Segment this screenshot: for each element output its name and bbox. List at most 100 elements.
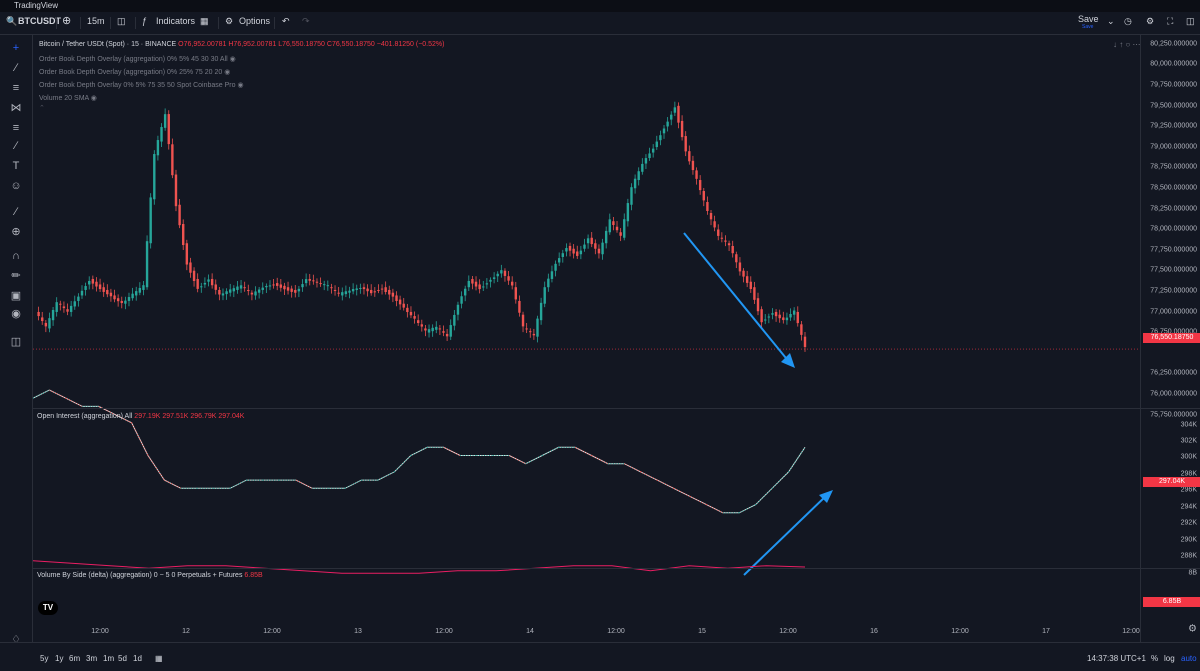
chevron-down-icon[interactable]: ⌄ <box>1107 16 1115 26</box>
candle-body <box>731 245 734 254</box>
candle-body <box>630 187 633 205</box>
log-toggle[interactable]: log <box>1164 654 1175 663</box>
candle-body <box>670 114 673 120</box>
chart-area[interactable] <box>32 35 1140 655</box>
candle-body <box>178 204 181 226</box>
pane-divider[interactable] <box>33 408 1200 409</box>
time-tick: 12 <box>182 628 190 635</box>
options-icon[interactable]: ⚙ <box>225 16 234 26</box>
indicator-legend-overlay3[interactable]: Order Book Depth Overlay 0% 5% 75 35 50 … <box>39 81 244 89</box>
indicator-legend-volume[interactable]: Volume 20 SMA ◉ <box>39 94 97 102</box>
settings-icon[interactable]: ⚙ <box>1146 16 1155 26</box>
goto-date-icon[interactable]: ▦ <box>155 654 163 663</box>
window-titlebar: TradingView <box>0 0 1200 12</box>
candle-body <box>330 287 333 289</box>
axis-settings-icon[interactable]: ⚙ <box>1188 623 1197 635</box>
interval-selector[interactable]: 15m <box>87 16 105 26</box>
clock[interactable]: 14:37:38 UTC+1 <box>1087 654 1146 663</box>
brush-icon[interactable]: ∕ <box>15 140 17 152</box>
price-axis[interactable]: 80,250.000000 80,000.000000 79,750.000000 7… <box>1140 35 1200 655</box>
chart-canvas[interactable] <box>32 35 1140 655</box>
range-1d[interactable]: 1d <box>133 654 142 663</box>
object-tree-icon[interactable]: ♢ <box>11 634 21 646</box>
candle-body <box>557 258 561 263</box>
fib-retracement-icon[interactable]: ≡ <box>12 82 20 94</box>
crosshair-icon[interactable]: + <box>12 42 20 54</box>
candle-body <box>586 238 590 244</box>
search-icon[interactable]: 🔍 <box>6 16 18 26</box>
candle-body <box>286 287 290 291</box>
eye-icon[interactable]: ◉ <box>11 308 21 320</box>
candle-body <box>597 248 601 254</box>
indicators-icon[interactable]: ƒ <box>142 16 148 26</box>
oi-segment <box>344 479 362 489</box>
fullscreen-icon[interactable]: ⛶ <box>1167 16 1174 26</box>
eye-icon[interactable]: ◉ <box>224 69 231 76</box>
candle-body <box>438 328 442 330</box>
oi-tick: 300K <box>1180 453 1197 461</box>
symbol-selector[interactable]: BTCUSDT <box>18 16 61 26</box>
oi-segment <box>689 495 707 506</box>
oi-segment <box>164 479 182 489</box>
snapshot-icon[interactable]: ◫ <box>1186 16 1195 26</box>
candle-body <box>738 262 742 272</box>
text-icon[interactable]: T <box>12 160 20 172</box>
candle-body <box>521 314 525 327</box>
range-3m[interactable]: 3m <box>86 654 98 663</box>
pane-divider[interactable] <box>33 568 1200 569</box>
range-5d[interactable]: 5d <box>118 654 127 663</box>
arrow-up <box>743 493 829 576</box>
emoji-icon[interactable]: ☺ <box>10 180 22 192</box>
candle-body <box>633 178 637 189</box>
zoom-in-icon[interactable]: ⊕ <box>11 226 21 238</box>
oi-segment <box>49 389 67 399</box>
trash-icon[interactable]: ◫ <box>10 336 22 348</box>
range-6m[interactable]: 6m <box>69 654 81 663</box>
save-button[interactable]: Save <box>1078 14 1099 24</box>
options-button[interactable]: Options <box>239 16 271 26</box>
add-symbol-icon[interactable]: ⊕ <box>62 15 72 27</box>
tradingview-logo: TV <box>38 601 58 615</box>
candle-body <box>514 287 517 300</box>
indicator-legend-overlay2[interactable]: Order Book Depth Overlay (aggregation) 0… <box>39 68 230 76</box>
pattern-icon[interactable]: ⋈ <box>10 102 22 114</box>
percent-toggle[interactable]: % <box>1151 654 1159 663</box>
symbol-title[interactable]: Bitcoin / Tether USDt (Spot) · 15 · BINA… <box>39 41 177 48</box>
price-tick: 79,000.000000 <box>1150 143 1197 151</box>
candle-type-icon[interactable]: ◫ <box>117 16 126 26</box>
candle-body <box>471 278 474 284</box>
eye-icon[interactable]: ◉ <box>229 56 236 63</box>
auto-toggle[interactable]: auto <box>1181 654 1197 663</box>
prediction-icon[interactable]: ≡ <box>12 122 20 134</box>
undo-icon[interactable]: ↶ <box>282 16 290 26</box>
pane-controls[interactable]: ↓ ↑ ○ ⋯ <box>1113 40 1141 49</box>
candle-body <box>550 271 554 279</box>
oi-legend[interactable]: Open Interest (aggregation) All 297.19K … <box>37 413 244 420</box>
lock-icon[interactable]: ▣ <box>10 290 22 302</box>
indicator-legend-overlay1[interactable]: Order Book Depth Overlay (aggregation) 0… <box>39 55 236 63</box>
stay-drawing-icon[interactable]: ✏ <box>11 270 21 282</box>
candle-body <box>691 160 695 171</box>
eye-icon[interactable]: ◉ <box>237 82 244 89</box>
templates-icon[interactable]: ▦ <box>200 16 209 26</box>
candle-body <box>276 283 279 286</box>
range-1m[interactable]: 1m <box>103 654 115 663</box>
candle-body <box>764 319 767 321</box>
magnet-icon[interactable]: ∩ <box>12 250 20 262</box>
ruler-icon[interactable]: ∕ <box>15 206 17 218</box>
trend-line-icon[interactable]: ∕ <box>15 62 17 74</box>
indicators-button[interactable]: Indicators <box>156 16 196 26</box>
redo-icon[interactable]: ↷ <box>302 16 310 26</box>
alert-icon[interactable]: ◷ <box>1124 16 1132 26</box>
candle-body <box>745 276 749 283</box>
ohlc-close: C76,550.18750 <box>326 41 375 48</box>
vbs-legend[interactable]: Volume By Side (delta) (aggregation) 0 −… <box>37 572 263 579</box>
oi-last-tag: 297.04K <box>1143 477 1200 487</box>
range-1y[interactable]: 1y <box>55 654 64 663</box>
collapse-legend-icon[interactable]: ⌃ <box>39 105 45 112</box>
candle-body <box>77 296 80 301</box>
candle-body <box>539 302 543 321</box>
candle-body <box>225 291 228 295</box>
eye-icon[interactable]: ◉ <box>90 95 97 102</box>
range-5y[interactable]: 5y <box>40 654 49 663</box>
